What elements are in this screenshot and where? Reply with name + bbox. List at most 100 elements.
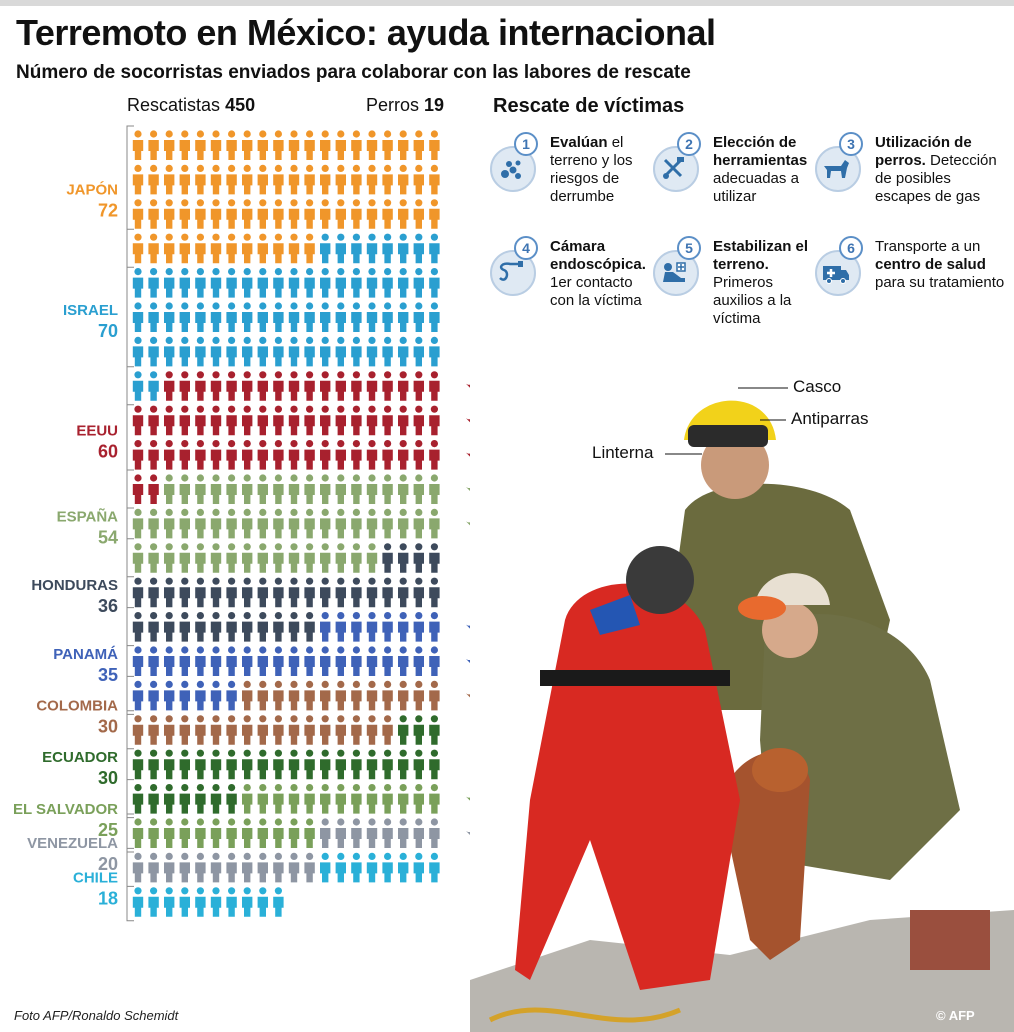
rescuer-10-1 [320,818,331,848]
rescuer-1-5 [195,130,206,160]
rescuer-1-27 [226,164,237,195]
rescuer-3-23 [195,405,206,436]
rescuer-1-59 [413,199,424,229]
rescuer-3-39 [132,440,144,470]
rescuer-3-6 [242,371,253,401]
rescuer-6-32 [179,680,190,711]
rescuer-10-20 [304,852,315,883]
rescuer-1-26 [210,164,222,195]
rescue-step-2: 2 Elección de herramientas adecuadas a u… [653,132,823,232]
rescuers-total: 450 [225,95,256,115]
rescuer-2-14 [210,268,222,298]
rescuer-3-50 [304,440,315,470]
page-subtitle: Número de socorristas enviados para cola… [16,62,691,83]
rescuer-6-24 [366,646,378,676]
country-label-8: ECUADOR [42,749,118,766]
rescuer-6-21 [320,646,331,676]
rescuer-6-6 [398,612,409,642]
top-bar [0,0,1014,6]
rescuer-2-20 [304,268,315,298]
rescuer-3-41 [164,440,175,470]
rescuer-4-23 [195,508,206,539]
rescuer-3-25 [226,405,237,436]
rescuer-3-4 [210,371,222,401]
rescuer-1-54 [335,199,346,229]
rescuer-7-1 [242,680,253,711]
rescuer-11-5 [382,852,393,883]
bracket-8 [126,710,134,819]
rescuer-8-3 [429,715,440,745]
country-label-5: HONDURAS [31,577,118,594]
rescuer-2-38 [273,302,284,332]
rescuer-2-55 [226,336,237,367]
rescuer-1-53 [320,199,331,229]
rescuer-6-30 [148,680,159,711]
rescuer-4-40 [148,543,159,573]
rescuer-4-19 [132,508,144,539]
rescuer-11-1 [320,852,331,883]
rescuer-8-28 [195,784,206,814]
rescuer-10-15 [226,852,237,883]
rescuer-11-2 [335,852,346,883]
rescuer-3-57 [413,440,424,470]
rescuer-4-25 [226,508,237,539]
rescuer-1-32 [304,164,315,195]
rescuer-2-58 [273,336,284,367]
rescuer-4-8 [273,474,284,504]
rescuer-8-22 [413,749,424,780]
rescuer-2-11 [164,268,175,298]
country-value-4: 54 [98,527,118,547]
rescuer-1-57 [382,199,393,229]
rescuer-9-18 [195,818,206,848]
rescuer-5-31 [226,612,237,642]
rescuer-5-3 [413,543,424,573]
rescuer-6-10 [148,646,159,676]
rescuer-1-24 [179,164,190,195]
dogs-header: Perros 19 [366,95,444,116]
country-label-10: VENEZUELA [27,835,118,852]
first-aid-icon [663,262,686,282]
rescuer-8-5 [148,749,159,780]
rescuer-4-50 [304,543,315,573]
dog-6-3 [466,659,470,669]
rescuer-1-33 [320,164,331,195]
rescuer-10-11 [164,852,175,883]
callout-goggles: Antiparras [791,409,869,428]
rescuer-1-44 [179,199,190,229]
rescuer-7-27 [335,715,346,745]
rescuer-6-26 [398,646,409,676]
rescuer-10-17 [257,852,268,883]
soldier-woman [738,573,960,880]
rescuer-2-8 [429,233,440,264]
rescuer-3-27 [257,405,268,436]
rescuer-8-18 [351,749,362,780]
rescuer-4-6 [242,474,253,504]
rescuer-1-3 [164,130,175,160]
rescuer-11-8 [429,852,440,883]
rescuer-1-1 [132,130,144,160]
step-4-text: Cámara endoscópica. 1er contacto con la … [550,238,646,309]
rescuer-10-18 [273,852,284,883]
rescuer-4-43 [195,543,206,573]
country-label-11: CHILE [73,870,118,887]
rescuer-6-1 [320,612,331,642]
rescuer-6-22 [335,646,346,676]
rescuer-4-10 [304,474,315,504]
rescuer-4-28 [273,508,284,539]
rescuer-4-34 [366,508,378,539]
rescuer-3-20 [148,405,159,436]
rescuer-5-9 [195,577,206,608]
rescuer-2-17 [257,268,268,298]
step-6-text: Transporte a un centro de salud para su … [875,238,1005,291]
step-6-number: 6 [839,236,863,260]
rescuer-3-48 [273,440,284,470]
rescuer-3-35 [382,405,393,436]
dog-3-1 [466,383,470,394]
bracket-5 [126,538,134,647]
rescuer-4-12 [335,474,346,504]
rescuer-8-21 [398,749,409,780]
rescuer-11-6 [398,852,409,883]
rescuer-1-60 [429,199,440,229]
rescuer-6-14 [210,646,222,676]
rescuer-11-14 [210,887,222,917]
